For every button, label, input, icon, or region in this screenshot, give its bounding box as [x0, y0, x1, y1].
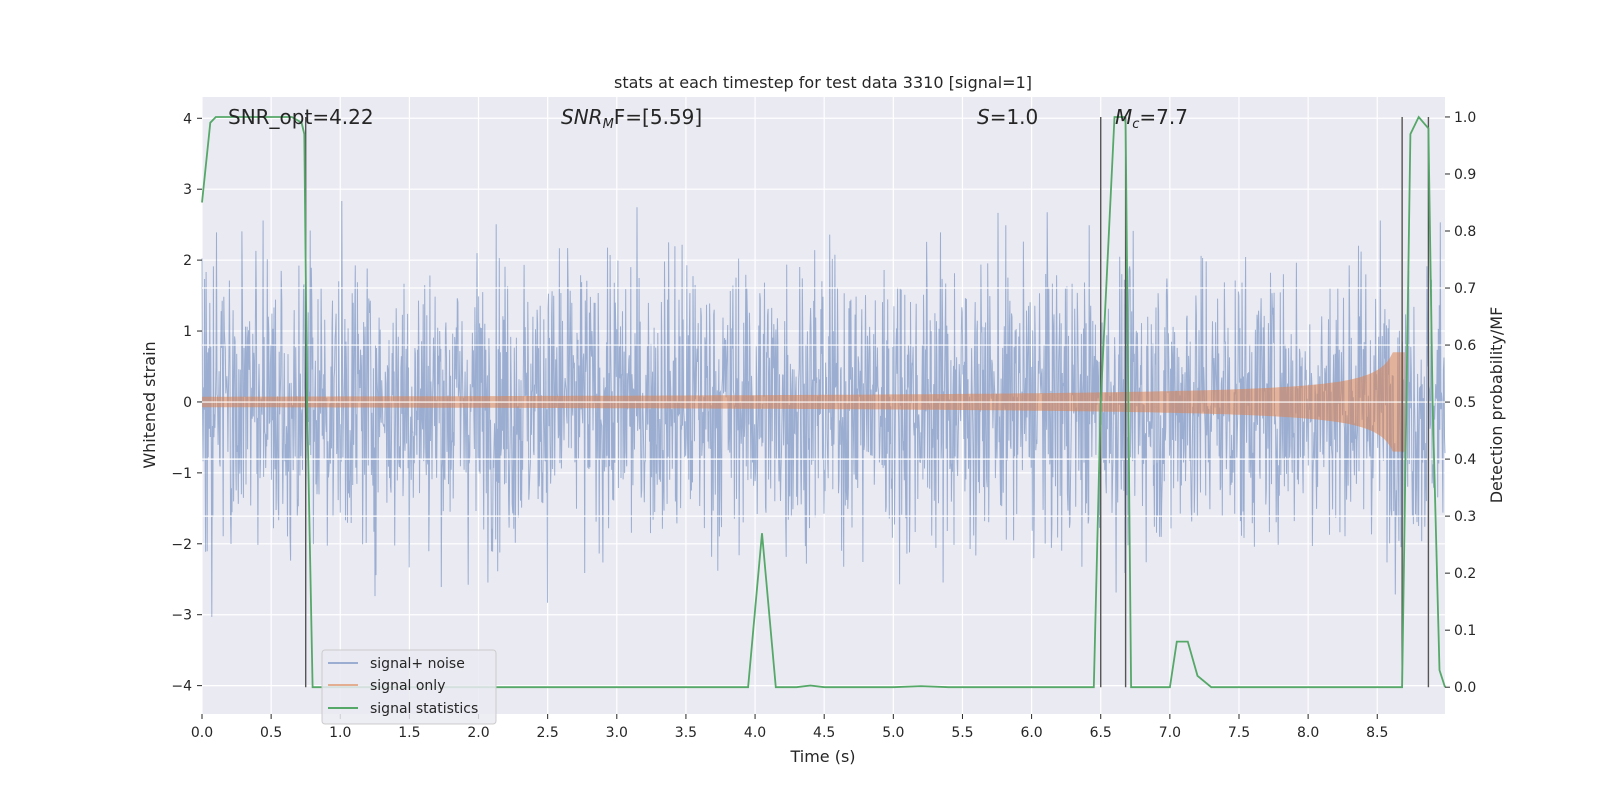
x-tick-label: 6.5 [1090, 725, 1112, 741]
y-tick-label: 3 [183, 182, 192, 198]
legend: signal+ noise signal only signal statist… [321, 649, 497, 725]
x-tick-label: 2.5 [537, 725, 559, 741]
legend-label-noise: signal+ noise [370, 656, 465, 672]
x-tick-label: 7.5 [1228, 725, 1250, 741]
x-tick-label: 8.0 [1297, 725, 1319, 741]
x-tick-label: 2.0 [467, 725, 489, 741]
x-tick-label: 1.0 [329, 725, 351, 741]
y-axis-label: Whitened strain [140, 341, 159, 468]
signal-statistics-series [201, 115, 1446, 689]
x-tick-label: 0.5 [260, 725, 282, 741]
x-tick-label: 5.5 [951, 725, 973, 741]
axis-ticks: 0.0 0.5 1.0 1.5 2.0 2.5 3.0 3.5 4.0 4.5 5.0 5.5 6.0 6… [171, 110, 1476, 741]
x-tick-label: 3.0 [606, 725, 628, 741]
y-tick-label: −1 [171, 466, 192, 482]
right-axis-reference-lines [202, 287, 1445, 517]
y-tick-label: 4 [183, 111, 192, 127]
x-tick-label: 5.0 [882, 725, 904, 741]
y-right-tick-label: 0.0 [1454, 680, 1476, 696]
y-tick-label: 1 [183, 324, 192, 340]
annotation-snr-mf: SNRMF=[5.59] [561, 105, 702, 132]
legend-label-statistics: signal statistics [370, 701, 478, 717]
y-right-tick-label: 0.1 [1454, 623, 1476, 639]
signal-noise-series [201, 200, 1446, 617]
y-tick-label: −4 [171, 679, 192, 695]
y-tick-label: −3 [171, 608, 192, 624]
signal-statistics-line [201, 115, 1446, 689]
x-axis-label: Time (s) [789, 747, 855, 766]
x-tick-label: 1.5 [398, 725, 420, 741]
y-right-tick-label: 0.7 [1454, 281, 1476, 297]
y-tick-label: 2 [183, 253, 192, 269]
x-tick-label: 0.0 [191, 725, 213, 741]
annotation-snr-opt: SNR_opt=4.22 [228, 105, 374, 129]
y-right-tick-label: 0.6 [1454, 338, 1476, 354]
y-right-tick-label: 1.0 [1454, 110, 1476, 126]
signal-noise-line [201, 200, 1446, 617]
y-tick-label: 0 [183, 395, 192, 411]
chart-title: stats at each timestep for test data 331… [614, 73, 1032, 92]
x-tick-label: 4.5 [813, 725, 835, 741]
y-right-axis-label: Detection probability/MF [1487, 307, 1506, 504]
x-tick-label: 7.0 [1159, 725, 1181, 741]
x-tick-label: 8.5 [1366, 725, 1388, 741]
x-tick-label: 6.0 [1020, 725, 1042, 741]
y-tick-label: −2 [171, 537, 192, 553]
x-tick-label: 4.0 [744, 725, 766, 741]
annotation-s: S=1.0 [977, 105, 1038, 129]
x-tick-label: 3.5 [675, 725, 697, 741]
y-right-tick-label: 0.2 [1454, 566, 1476, 582]
y-right-tick-label: 0.9 [1454, 167, 1476, 183]
y-right-tick-label: 0.3 [1454, 509, 1476, 525]
y-right-tick-label: 0.8 [1454, 224, 1476, 240]
y-right-tick-label: 0.5 [1454, 395, 1476, 411]
annotation-mc: Mc=7.7 [1115, 105, 1188, 132]
legend-label-signal: signal only [370, 678, 445, 694]
y-right-tick-label: 0.4 [1454, 452, 1476, 468]
legend-box [321, 649, 497, 725]
